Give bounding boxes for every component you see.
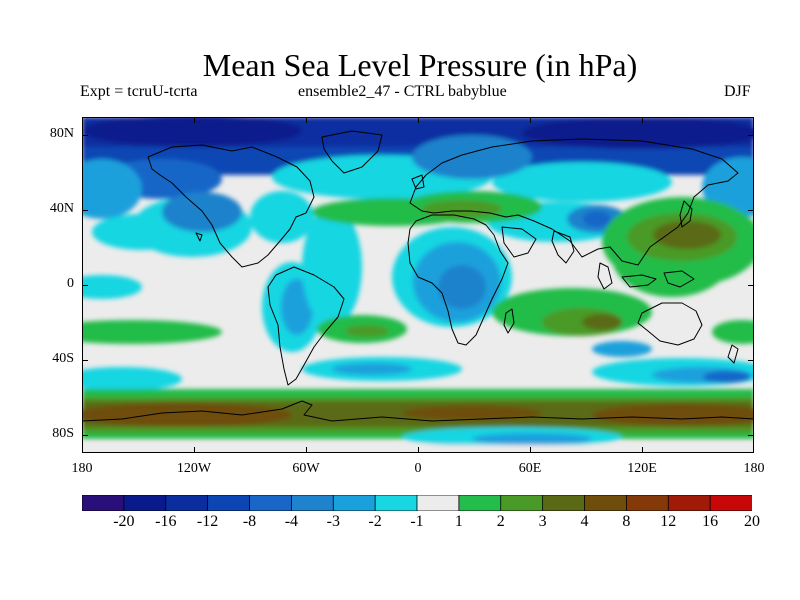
colorbar-swatch [458, 495, 502, 511]
colorbar-swatch [542, 495, 586, 511]
colorbar-label: -2 [368, 513, 382, 530]
lat-label-80n: 80N [49, 126, 74, 141]
colorbar-label: 20 [744, 513, 760, 530]
colorbar-label: -3 [326, 513, 340, 530]
colorbar-label: -12 [196, 513, 219, 530]
colorbar-label: -20 [113, 513, 135, 530]
ensemble-label: ensemble2_47 - CTRL babyblue [298, 83, 507, 100]
colorbar-swatch [374, 495, 418, 511]
lon-label-120e: 120E [627, 461, 657, 476]
colorbar-label: -4 [284, 513, 299, 530]
colorbar-swatch [82, 495, 125, 511]
colorbar-swatch [207, 495, 251, 511]
colorbar-swatch [123, 495, 167, 511]
map-svg [82, 117, 754, 453]
lon-label-0: 0 [414, 461, 422, 476]
colorbar-label: 1 [454, 513, 463, 530]
chart-title: Mean Sea Level Pressure (in hPa) [202, 47, 638, 83]
colorbar-swatch [667, 495, 712, 511]
colorbar-swatch [709, 495, 752, 511]
colorbar-svg [82, 495, 752, 511]
colorbar-label: 16 [702, 513, 719, 530]
lon-label-60e: 60E [518, 461, 542, 476]
season-label: DJF [724, 83, 751, 100]
colorbar-label: -8 [242, 513, 257, 530]
axis-ticks [82, 117, 754, 453]
experiment-label: Expt = tcruU-tcrta [80, 83, 198, 100]
colorbar-label: 12 [660, 513, 677, 530]
pressure-field [82, 117, 754, 453]
lat-label-80s: 80S [52, 426, 74, 441]
colorbar-label: 8 [622, 513, 631, 530]
colorbar-swatch [500, 495, 544, 511]
colorbar-swatch [416, 495, 460, 511]
colorbar-label: 2 [496, 513, 505, 530]
lon-label-60w: 60W [292, 461, 320, 476]
colorbar-label: -16 [155, 513, 177, 530]
lat-label-40n: 40N [49, 201, 74, 216]
colorbar-label: -1 [410, 513, 424, 530]
colorbar-swatch [249, 495, 293, 511]
lon-label-180w: 180 [71, 461, 93, 476]
colorbar-swatch [332, 495, 377, 511]
colorbar-swatch [584, 495, 628, 511]
colorbar-label: 3 [538, 513, 547, 530]
lat-label-0: 0 [67, 276, 74, 291]
colorbar-swatch [290, 495, 335, 511]
colorbar [82, 495, 752, 511]
lon-label-180e: 180 [743, 461, 765, 476]
colorbar-swatch [625, 495, 670, 511]
lat-label-40s: 40S [52, 351, 74, 366]
lon-label-120w: 120W [176, 461, 212, 476]
pressure-map [82, 117, 754, 453]
colorbar-label: 4 [580, 513, 589, 530]
colorbar-swatch [165, 495, 209, 511]
coastlines [82, 130, 754, 422]
